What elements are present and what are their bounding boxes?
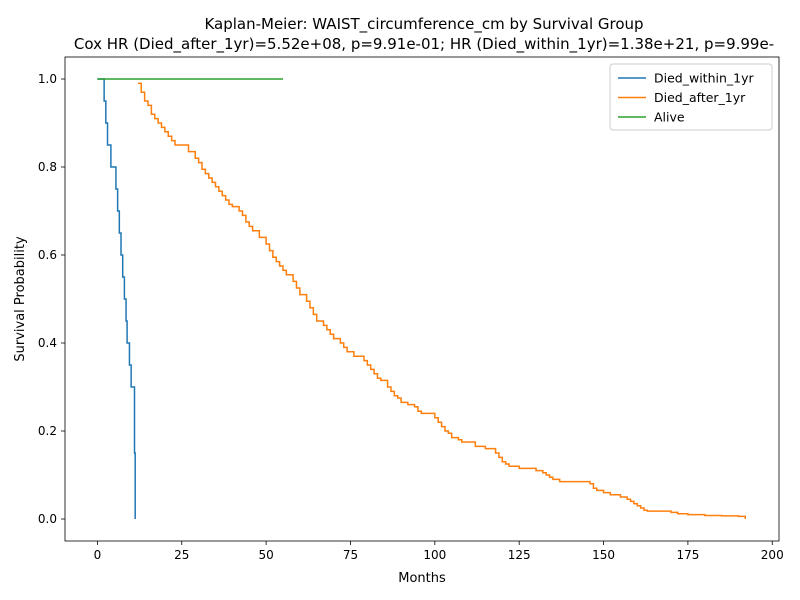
x-tick-label: 25 — [174, 548, 189, 562]
y-tick-label: 0.2 — [38, 424, 57, 438]
legend-label: Alive — [654, 110, 685, 125]
y-tick-label: 0.4 — [38, 336, 57, 350]
x-tick-label: 200 — [761, 548, 784, 562]
x-tick-label: 125 — [508, 548, 531, 562]
y-tick-label: 0.0 — [38, 512, 57, 526]
legend-label: Died_within_1yr — [654, 71, 754, 86]
plot-frame — [64, 56, 780, 542]
legend-label: Died_after_1yr — [654, 90, 746, 105]
y-tick-label: 1.0 — [38, 72, 57, 86]
series-line-died-after-1yr — [137, 82, 747, 519]
legend: Died_within_1yr Died_after_1yr Alive — [609, 63, 773, 131]
chart-subtitle: Cox HR (Died_after_1yr)=5.52e+08, p=9.91… — [74, 35, 774, 54]
x-tick-label: 0 — [94, 548, 102, 562]
y-axis-ticks: 0.0 0.2 0.4 0.6 0.8 1.0 — [38, 72, 65, 526]
legend-box — [609, 63, 773, 131]
x-tick-label: 150 — [592, 548, 615, 562]
x-tick-label: 100 — [423, 548, 446, 562]
y-axis-label: Survival Probability — [13, 236, 28, 362]
x-axis-label: Months — [398, 571, 446, 586]
series-line-died-within-1yr — [97, 78, 136, 519]
plot-area: 0 25 50 75 100 125 150 175 200 0.0 0.2 0.4 0.6 0.8 1.… — [38, 56, 784, 562]
x-tick-label: 75 — [343, 548, 358, 562]
y-tick-label: 0.8 — [38, 160, 57, 174]
x-tick-label: 50 — [258, 548, 273, 562]
chart-title: Kaplan-Meier: WAIST_circumference_cm by … — [204, 15, 643, 34]
x-axis-ticks: 0 25 50 75 100 125 150 175 200 — [94, 541, 784, 562]
series-layer — [97, 78, 747, 519]
y-tick-label: 0.6 — [38, 248, 57, 262]
x-tick-label: 175 — [676, 548, 699, 562]
